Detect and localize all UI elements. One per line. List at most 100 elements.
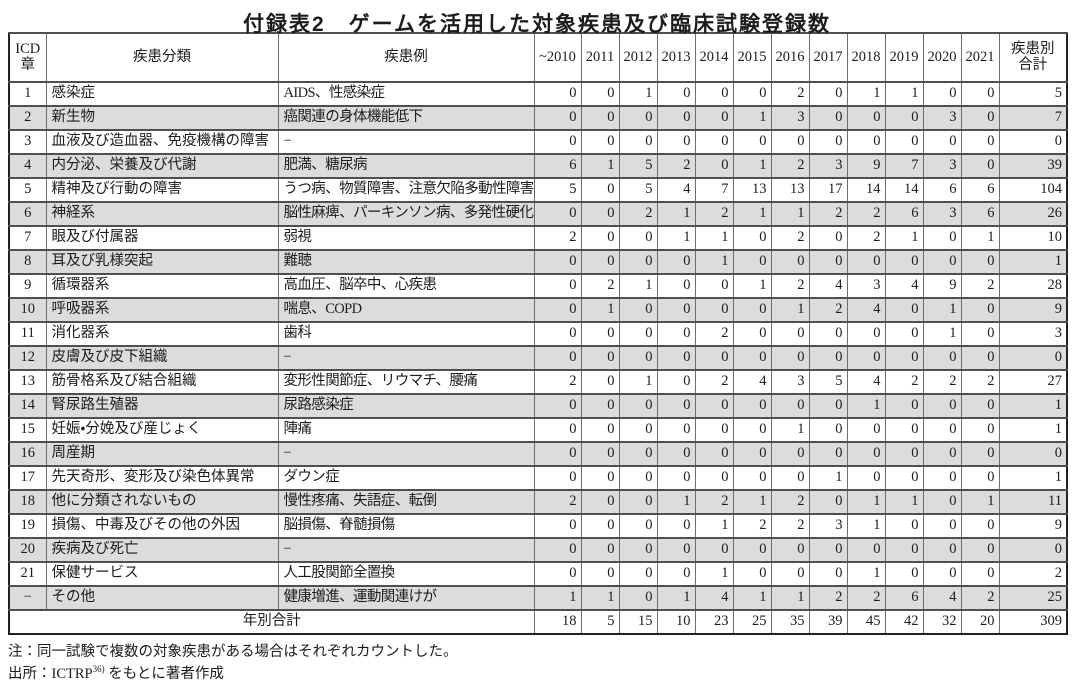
cell-year-value: 2 bbox=[808, 585, 847, 610]
table-row: 3 血液及び造血器、免疫機構の障害 −0 0 0 0 0 0 0 0 0 0 0 0 0 bbox=[8, 129, 1067, 154]
cell-examples: 脳性麻痺、パーキンソン病、多発性硬化症 bbox=[277, 201, 534, 226]
table-header: ICD 章疾患分類 疾患例 ~2010 2011 2012 2013 2014 2015 2016… bbox=[8, 32, 1067, 82]
cell-year-value: 0 bbox=[732, 225, 771, 250]
header-cell-year: 2020 bbox=[922, 32, 961, 82]
total-year-value: 25 bbox=[732, 609, 771, 634]
cell-year-value: 6 bbox=[960, 201, 999, 226]
header-cell-year: 2021 bbox=[960, 32, 999, 82]
cell-year-value: 2 bbox=[770, 489, 809, 514]
cell-year-value: 0 bbox=[694, 537, 733, 562]
cell-year-value: 17 bbox=[808, 177, 847, 202]
cell-year-value: 0 bbox=[533, 105, 581, 130]
header-cell-year: 2012 bbox=[618, 32, 657, 82]
total-year-value: 35 bbox=[770, 609, 809, 634]
cell-year-value: 5 bbox=[533, 177, 581, 202]
cell-year-value: 0 bbox=[580, 393, 619, 418]
cell-year-value: 0 bbox=[884, 297, 923, 322]
note-count: 注：同一試験で複数の対象疾患がある場合はそれぞれカウントした。 bbox=[8, 644, 458, 660]
cell-year-value: 0 bbox=[808, 393, 847, 418]
cell-year-value: 1 bbox=[694, 561, 733, 586]
cell-year-value: 4 bbox=[846, 297, 885, 322]
cell-year-value: 0 bbox=[884, 393, 923, 418]
cell-year-value: 2 bbox=[846, 585, 885, 610]
table-row: 6 神経系 脳性麻痺、パーキンソン病、多発性硬化症 0 0 2 1 2 1 1 2 2 6 3 6 26 bbox=[8, 201, 1067, 226]
cell-icd: 16 bbox=[8, 441, 46, 466]
cell-year-value: 0 bbox=[922, 465, 961, 490]
cell-year-value: 2 bbox=[694, 321, 733, 346]
cell-icd: 13 bbox=[8, 369, 46, 394]
cell-category: 内分泌、栄養及び代謝 bbox=[45, 153, 278, 178]
cell-year-value: 1 bbox=[884, 81, 923, 106]
cell-examples: 弱視 bbox=[277, 225, 534, 250]
total-year-value: 45 bbox=[846, 609, 885, 634]
cell-year-value: 0 bbox=[656, 249, 695, 274]
header-cell-year: 2018 bbox=[846, 32, 885, 82]
cell-examples: 尿路感染症 bbox=[277, 393, 534, 418]
cell-icd: 9 bbox=[8, 273, 46, 298]
cell-year-value: 0 bbox=[960, 249, 999, 274]
cell-year-value: 0 bbox=[694, 297, 733, 322]
cell-year-value: 0 bbox=[656, 81, 695, 106]
cell-year-value: 0 bbox=[694, 153, 733, 178]
cell-year-value: 0 bbox=[922, 513, 961, 538]
cell-year-value: 0 bbox=[580, 561, 619, 586]
cell-row-total: 0 bbox=[998, 129, 1067, 154]
table-row: 5 精神及び行動の障害 うつ病、物質障害、注意欠陥多動性障害 5 0 5 4 7 13 13 17 1… bbox=[8, 177, 1067, 202]
cell-year-value: 0 bbox=[533, 273, 581, 298]
cell-examples: 健康増進、運動関連けが bbox=[277, 585, 534, 610]
cell-year-value: 2 bbox=[656, 153, 695, 178]
cell-year-value: 3 bbox=[922, 201, 961, 226]
header-cell-year: ~2010 bbox=[533, 32, 581, 82]
cell-year-value: 0 bbox=[808, 321, 847, 346]
cell-category: 神経系 bbox=[45, 201, 278, 226]
cell-year-value: 1 bbox=[580, 153, 619, 178]
cell-year-value: 0 bbox=[846, 249, 885, 274]
cell-row-total: 104 bbox=[998, 177, 1067, 202]
cell-year-value: 0 bbox=[580, 225, 619, 250]
cell-icd: − bbox=[8, 585, 46, 610]
cell-year-value: 0 bbox=[884, 321, 923, 346]
cell-year-value: 0 bbox=[770, 393, 809, 418]
cell-year-value: 14 bbox=[846, 177, 885, 202]
cell-year-value: 1 bbox=[846, 81, 885, 106]
cell-year-value: 0 bbox=[846, 321, 885, 346]
cell-year-value: 0 bbox=[694, 393, 733, 418]
cell-year-value: 0 bbox=[656, 273, 695, 298]
cell-category: 皮膚及び皮下組織 bbox=[45, 345, 278, 370]
cell-icd: 10 bbox=[8, 297, 46, 322]
cell-year-value: 0 bbox=[732, 297, 771, 322]
cell-year-value: 0 bbox=[846, 417, 885, 442]
clinical-trials-table: ICD 章疾患分類 疾患例 ~2010 2011 2012 2013 2014 2015 2016… bbox=[8, 32, 1068, 635]
cell-year-value: 1 bbox=[770, 585, 809, 610]
cell-examples: 脳損傷、脊髄損傷 bbox=[277, 513, 534, 538]
total-row-label: 年別合計 bbox=[8, 609, 534, 634]
cell-year-value: 0 bbox=[656, 105, 695, 130]
cell-year-value: 0 bbox=[580, 417, 619, 442]
cell-year-value: 0 bbox=[618, 585, 657, 610]
cell-examples: 歯科 bbox=[277, 321, 534, 346]
cell-year-value: 7 bbox=[884, 153, 923, 178]
cell-year-value: 1 bbox=[580, 297, 619, 322]
cell-category: その他 bbox=[45, 585, 278, 610]
cell-year-value: 6 bbox=[533, 153, 581, 178]
cell-year-value: 6 bbox=[960, 177, 999, 202]
cell-category: 周産期 bbox=[45, 441, 278, 466]
cell-year-value: 0 bbox=[533, 537, 581, 562]
cell-category: 腎尿路生殖器 bbox=[45, 393, 278, 418]
cell-year-value: 0 bbox=[808, 81, 847, 106]
cell-year-value: 0 bbox=[922, 81, 961, 106]
cell-row-total: 25 bbox=[998, 585, 1067, 610]
cell-year-value: 0 bbox=[618, 393, 657, 418]
table-row: 11 消化器系 歯科 0 0 0 0 2 0 0 0 0 0 1 0 3 bbox=[8, 321, 1067, 346]
cell-year-value: 1 bbox=[656, 585, 695, 610]
cell-year-value: 1 bbox=[732, 105, 771, 130]
total-year-value: 32 bbox=[922, 609, 961, 634]
cell-row-total: 1 bbox=[998, 249, 1067, 274]
cell-examples: 人工股関節全置換 bbox=[277, 561, 534, 586]
cell-year-value: 1 bbox=[922, 297, 961, 322]
cell-year-value: 0 bbox=[960, 321, 999, 346]
cell-category: 妊娠・分娩及び産じょく bbox=[45, 417, 278, 442]
cell-year-value: 4 bbox=[732, 369, 771, 394]
table-row: 18 他に分類されないもの 慢性疼痛、失語症、転倒 2 0 0 1 2 1 2 0 1 1 0 1 11 bbox=[8, 489, 1067, 514]
